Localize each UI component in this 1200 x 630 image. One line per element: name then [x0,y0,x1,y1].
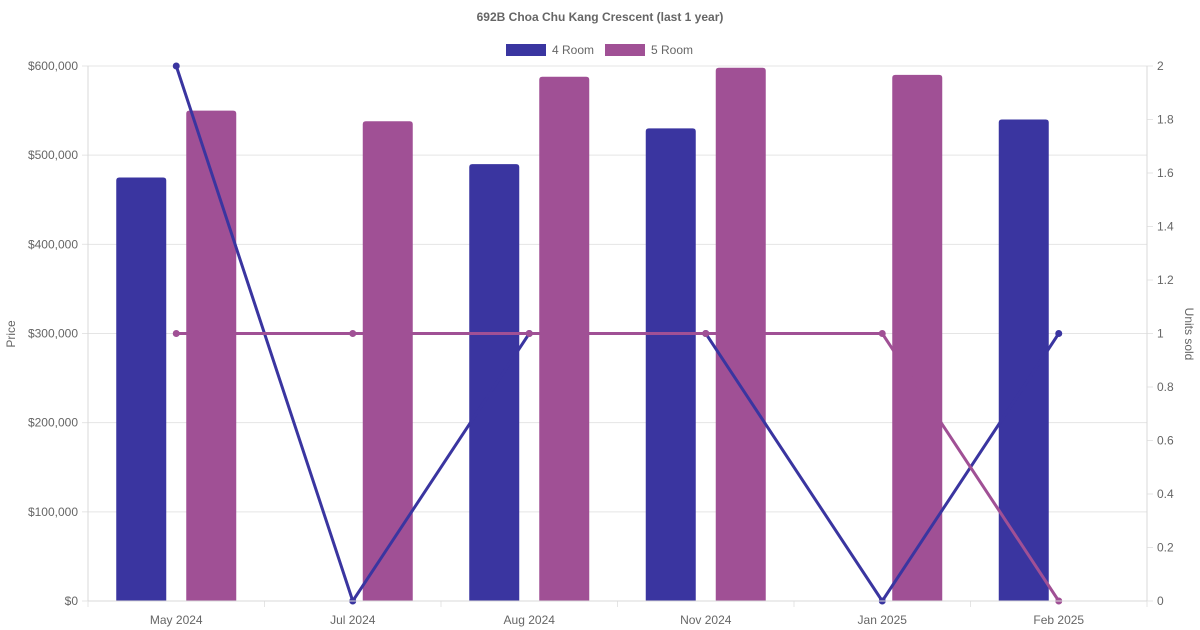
y2-tick-label: 0.6 [1157,434,1174,448]
y2-tick-label: 1.4 [1157,220,1174,234]
point-units-5-room-may-2024[interactable] [172,330,180,337]
y2-tick-label: 1.6 [1157,166,1174,180]
bar-4-room-nov-2024[interactable] [645,128,696,601]
bar-4-room-may-2024[interactable] [116,177,167,602]
legend-swatch-4-room [506,44,546,56]
point-units-4-room-feb-2025[interactable] [1055,330,1063,337]
point-units-5-room-aug-2024[interactable] [525,330,533,337]
legend: 4 Room 5 Room [506,43,693,57]
x-tick-label-feb-2025: Feb 2025 [1033,613,1084,627]
y-tick-label: $200,000 [28,416,78,430]
x-tick-label-jul-2024: Jul 2024 [330,613,376,627]
lines [172,62,1063,605]
y2-axis-title: Units sold [1182,308,1196,361]
y-tick-label: $0 [65,594,79,608]
y2-tick-label: 1.2 [1157,273,1174,287]
y-tick-label: $500,000 [28,148,78,162]
y-tick-label: $600,000 [28,59,78,73]
y2-tick-label: 2 [1157,59,1164,73]
point-units-4-room-may-2024[interactable] [172,62,180,70]
y-axis-title: Price [4,320,18,348]
legend-label-5-room: 5 Room [651,43,693,57]
x-tick-label-nov-2024: Nov 2024 [680,613,732,627]
y2-tick-label: 0.4 [1157,487,1174,501]
legend-item-5-room[interactable]: 5 Room [605,43,693,57]
point-units-5-room-nov-2024[interactable] [702,330,710,337]
y2-tick-label: 0.2 [1157,541,1174,555]
y-tick-label: $400,000 [28,237,78,251]
legend-item-4-room[interactable]: 4 Room [506,43,594,57]
bar-4-room-aug-2024[interactable] [469,164,520,602]
legend-label-4-room: 4 Room [552,43,594,57]
x-tick-label-may-2024: May 2024 [150,613,203,627]
point-units-5-room-jan-2025[interactable] [878,330,886,337]
y2-tick-label: 0 [1157,594,1164,608]
point-units-5-room-jul-2024[interactable] [349,330,357,337]
bar-5-room-may-2024[interactable] [186,110,237,601]
bar-5-room-jul-2024[interactable] [362,121,413,602]
y-tick-label: $300,000 [28,327,78,341]
bar-5-room-jan-2025[interactable] [892,74,943,601]
y2-tick-label: 1.8 [1157,113,1174,127]
bars [116,67,1049,602]
bar-5-room-aug-2024[interactable] [539,76,590,601]
y-tick-label: $100,000 [28,505,78,519]
y2-tick-label: 1 [1157,327,1164,341]
x-tick-label-jan-2025: Jan 2025 [858,613,908,627]
axes: $0 $100,000 $200,000 $300,000 $400,000 $500,0… [28,59,1174,627]
y2-tick-label: 0.8 [1157,380,1174,394]
bar-4-room-feb-2025[interactable] [998,119,1049,602]
legend-swatch-5-room [605,44,645,56]
chart-title: 692B Choa Chu Kang Crescent (last 1 year… [477,10,724,24]
x-tick-label-aug-2024: Aug 2024 [504,613,556,627]
line-units-5-room [176,332,1061,602]
